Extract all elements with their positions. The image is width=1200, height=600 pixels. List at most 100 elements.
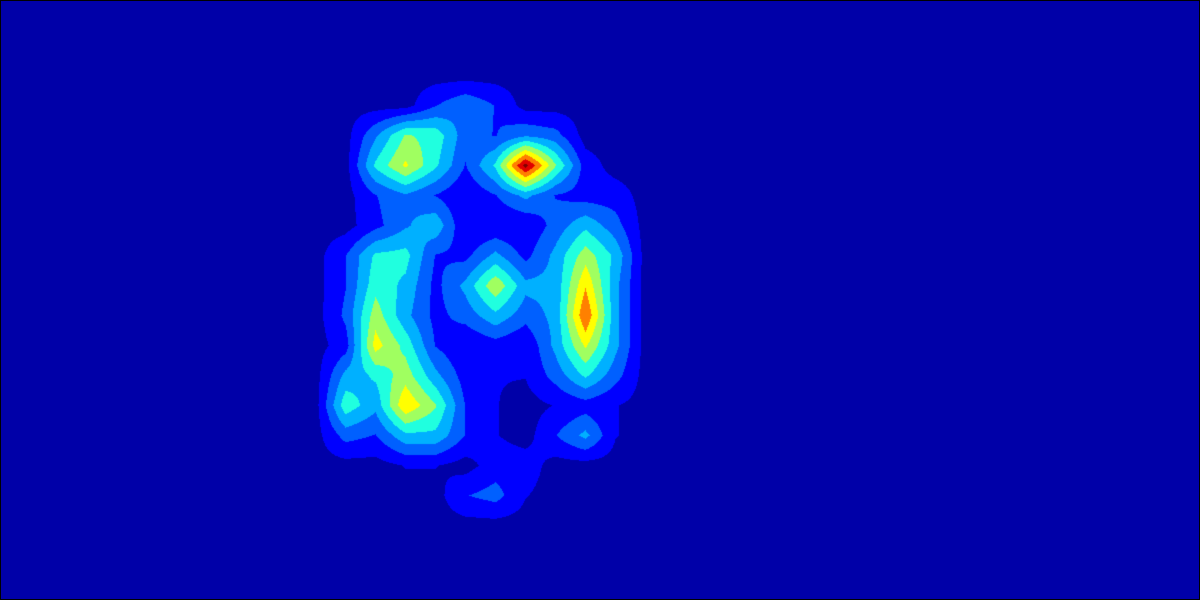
heatmap-cell xyxy=(420,210,450,240)
heatmap-cell xyxy=(600,180,630,210)
heatmap-cell xyxy=(360,420,390,450)
heatmap-cell xyxy=(480,360,510,390)
heatmap-cell xyxy=(360,330,390,360)
heatmap-cell xyxy=(450,270,480,300)
heatmap-cell xyxy=(600,420,630,450)
heatmap-cell xyxy=(450,90,480,120)
heatmap-cell xyxy=(390,300,420,330)
heatmap-cell xyxy=(390,240,420,270)
heatmap-cell xyxy=(570,420,600,450)
heatmap-cell xyxy=(570,360,600,390)
heatmap-cell xyxy=(450,360,480,390)
heatmap-cell xyxy=(450,330,480,360)
heatmap-cell xyxy=(390,150,420,180)
heatmap-cell xyxy=(480,330,510,360)
heatmap-cell xyxy=(510,120,540,150)
heatmap-cell xyxy=(360,360,390,390)
heatmap-cell xyxy=(540,240,570,270)
heatmap-cell xyxy=(540,120,570,150)
heatmap-cell xyxy=(480,150,510,180)
heatmap-cell xyxy=(480,180,510,210)
heatmap-cell xyxy=(510,150,540,180)
heatmap-cell xyxy=(510,300,540,330)
heatmap-cell xyxy=(480,480,510,510)
heatmap-cell xyxy=(420,180,450,210)
heatmap-cell xyxy=(540,150,570,180)
heatmap-cell xyxy=(510,360,540,390)
heatmap-cell xyxy=(360,300,390,330)
heatmap-cell xyxy=(600,390,630,420)
heatmap-cell xyxy=(450,390,480,420)
heatmap-cell xyxy=(390,180,420,210)
heatmap-cell xyxy=(330,330,360,360)
heatmap-cell xyxy=(450,180,480,210)
heatmap-cell xyxy=(360,150,390,180)
heatmap-cell xyxy=(420,330,450,360)
heatmap-cell xyxy=(600,300,630,330)
heatmap-cell xyxy=(540,360,570,390)
heatmap-cell xyxy=(420,240,450,270)
heatmap-cell xyxy=(540,210,570,240)
heatmap-cell xyxy=(480,420,510,450)
heatmap-cell xyxy=(450,240,480,270)
heatmap-cell xyxy=(540,270,570,300)
heatmap-cell xyxy=(570,270,600,300)
heatmap-cell xyxy=(540,180,570,210)
heatmap-cell xyxy=(420,300,450,330)
heatmap-cell xyxy=(570,150,600,180)
heatmap-cell xyxy=(390,330,420,360)
heatmap-cell xyxy=(390,270,420,300)
heatmap-cell xyxy=(420,90,450,120)
heatmap-cell xyxy=(510,450,540,480)
heatmap-cell xyxy=(390,420,420,450)
heatmap-cell xyxy=(330,300,360,330)
heatmap-cell xyxy=(570,300,600,330)
heatmap-cell xyxy=(420,360,450,390)
heatmap-cell xyxy=(480,240,510,270)
heatmap-cell xyxy=(420,450,450,480)
heatmap-cell xyxy=(330,390,360,420)
heatmap-cell xyxy=(570,180,600,210)
heatmap-cell xyxy=(600,270,630,300)
heatmap-cell xyxy=(510,210,540,240)
heatmap-cell xyxy=(510,480,540,510)
heatmap-cell xyxy=(480,450,510,480)
heatmap-cell xyxy=(540,330,570,360)
heatmap-cell xyxy=(420,390,450,420)
heatmap-cell xyxy=(390,390,420,420)
heatmap-cell xyxy=(480,210,510,240)
heatmap-cell xyxy=(570,210,600,240)
heatmap-cell xyxy=(450,210,480,240)
heatmap-cell xyxy=(600,210,630,240)
heatmap-cell xyxy=(570,330,600,360)
heatmap-cell xyxy=(330,270,360,300)
heatmap-cell xyxy=(510,330,540,360)
heatmap-cell xyxy=(420,120,450,150)
heatmap-cell xyxy=(540,300,570,330)
heatmap-cell xyxy=(450,420,480,450)
heatmap-cell xyxy=(450,120,480,150)
heatmap-cell xyxy=(510,240,540,270)
heatmap-cell xyxy=(600,360,630,390)
heatmap-cell xyxy=(360,120,390,150)
heatmap-cell xyxy=(480,120,510,150)
heatmap-cell xyxy=(450,300,480,330)
heatmap-cell xyxy=(360,210,390,240)
heatmap-cell xyxy=(360,240,390,270)
heatmap-cell xyxy=(360,270,390,300)
heatmap-cell xyxy=(600,330,630,360)
heatmap-cell xyxy=(330,420,360,450)
heatmap-cell xyxy=(420,270,450,300)
heatmap-cell xyxy=(570,390,600,420)
heatmap-cell xyxy=(480,300,510,330)
heatmap-cell xyxy=(390,450,420,480)
heatmap-cell xyxy=(390,120,420,150)
heatmap-cell xyxy=(360,180,390,210)
heatmap-cell xyxy=(360,390,390,420)
heatmap-cell xyxy=(540,390,570,420)
heatmap-cell xyxy=(480,270,510,300)
